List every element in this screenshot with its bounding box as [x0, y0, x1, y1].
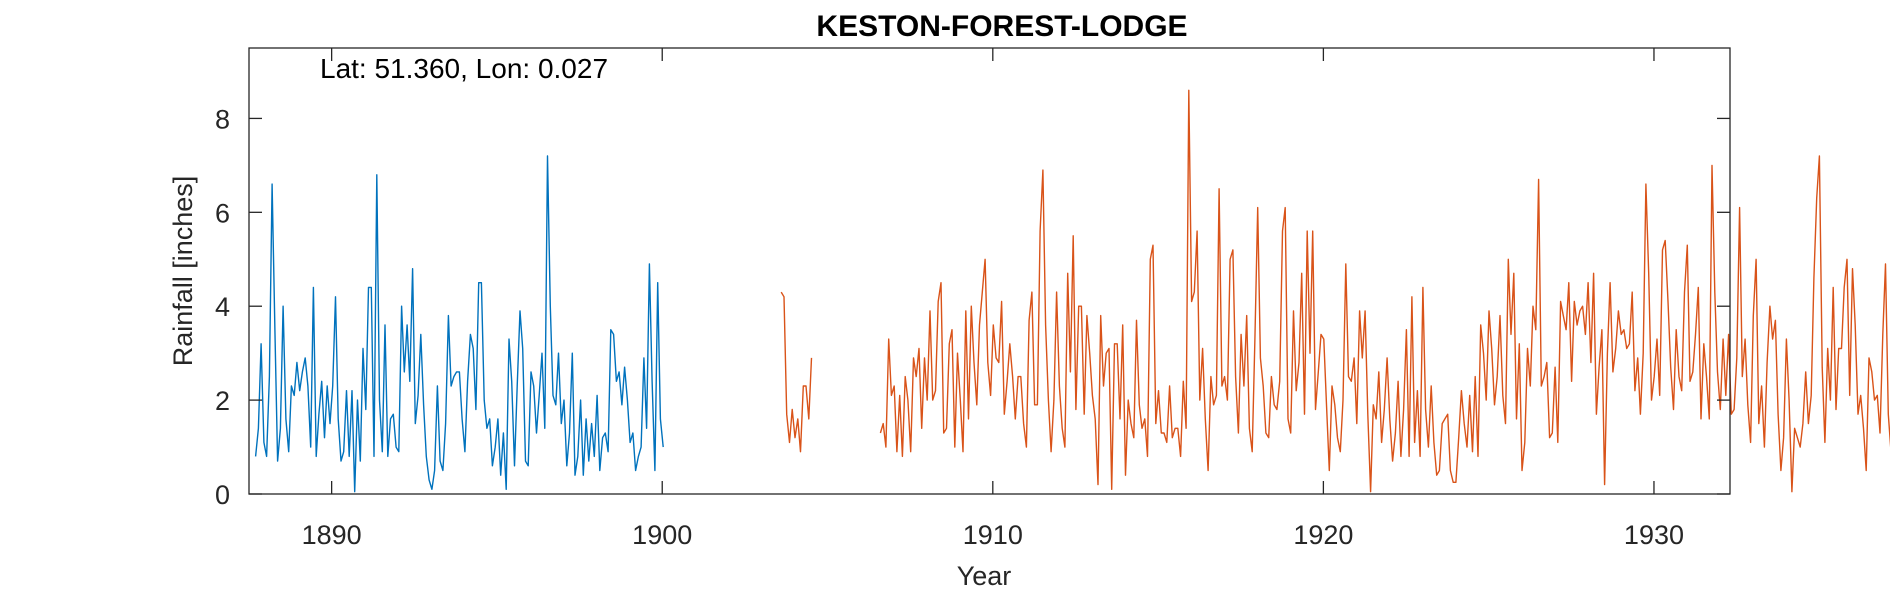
y-tick-label: 6 — [215, 198, 230, 228]
y-tick-label: 8 — [215, 104, 230, 134]
x-tick-label: 1930 — [1624, 520, 1684, 550]
axes-box — [248, 47, 1731, 495]
series-1-line-1 — [254, 155, 664, 493]
x-tick-label: 1910 — [963, 520, 1023, 550]
x-tick-label: 1890 — [302, 520, 362, 550]
series-2-line-1 — [780, 291, 813, 453]
x-axis: 1890 1900 1910 1920 1930 — [302, 48, 1684, 550]
y-axis-label: Rainfall [inches] — [168, 176, 198, 367]
chart-title: KESTON-FOREST-LODGE — [816, 10, 1187, 43]
x-tick-label: 1920 — [1293, 520, 1353, 550]
y-axis: 0 2 4 6 8 — [215, 104, 1730, 510]
location-annotation: Lat: 51.360, Lon: 0.027 — [320, 53, 608, 84]
y-tick-label: 4 — [215, 292, 230, 322]
y-tick-label: 0 — [215, 480, 230, 510]
x-tick-label: 1900 — [632, 520, 692, 550]
y-tick-label: 2 — [215, 386, 230, 416]
x-axis-label: Year — [957, 561, 1012, 591]
